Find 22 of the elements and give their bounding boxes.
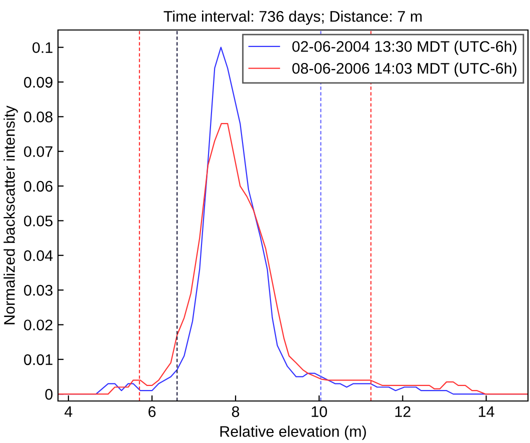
- x-tick-label: 6: [148, 406, 156, 418]
- y-tick-label: 0.01: [24, 354, 52, 366]
- x-axis-title: Relative elevation (m): [220, 426, 366, 440]
- y-axis-title: Normalized backscatter intensity: [4, 106, 18, 324]
- x-tick-label: 14: [478, 406, 494, 417]
- y-tick-label: 0: [45, 388, 53, 400]
- y-tick-label: 0.06: [24, 180, 52, 192]
- x-tick-label: 10: [312, 406, 328, 418]
- x-tick-label: 4: [64, 406, 72, 417]
- legend-label: 08-06-2006 14:03 MDT (UTC-6h): [292, 62, 516, 77]
- y-tick-label: 0.03: [24, 284, 52, 296]
- y-tick-label: 0.04: [24, 250, 53, 262]
- y-tick-label: 0.09: [24, 76, 52, 88]
- legend-label: 02-06-2004 13:30 MDT (UTC-6h): [292, 40, 516, 55]
- y-tick-label: 0.05: [24, 216, 52, 226]
- chart-title: Time interval: 736 days; Distance: 7 m: [164, 10, 422, 25]
- y-tick-label: 0.1: [32, 42, 52, 54]
- y-tick-label: 0.02: [24, 320, 52, 330]
- x-tick-label: 12: [395, 406, 410, 417]
- y-tick-label: 0.07: [24, 146, 52, 158]
- y-tick-label: 0.08: [24, 112, 52, 122]
- x-tick-label: 8: [232, 406, 240, 418]
